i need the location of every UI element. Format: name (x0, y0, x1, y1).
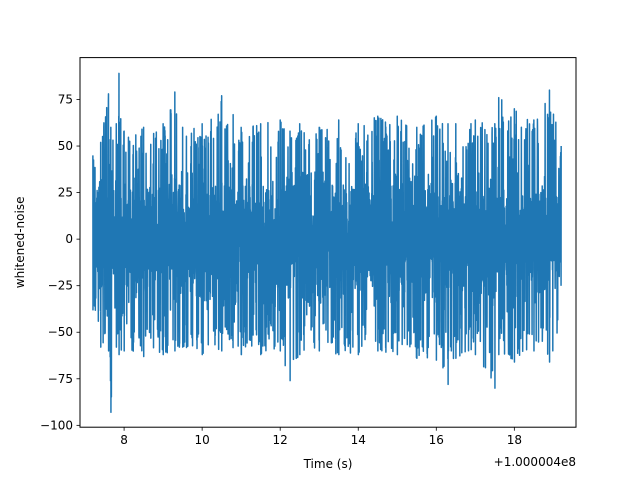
x-tick-label: 16 (429, 433, 444, 447)
series-line (92, 72, 562, 414)
y-axis-label: whitened-noise (13, 197, 27, 289)
x-tick-label: 12 (273, 433, 288, 447)
x-axis-label: Time (s) (303, 457, 353, 471)
y-tick-label: −25 (48, 279, 73, 293)
series-layer (92, 72, 562, 414)
x-offset-label: +1.000004e8 (494, 455, 576, 469)
axes-layer: 8 10 12 14 16 18 −100 −75 −50 −25 0 25 50 75 (40, 92, 522, 447)
x-tick-label: 14 (351, 433, 366, 447)
plot-frame (79, 57, 577, 428)
y-tick-label: −100 (40, 418, 73, 432)
y-tick-label: 50 (58, 139, 73, 153)
y-tick-label: −50 (48, 325, 73, 339)
y-tick-label: 0 (65, 232, 73, 246)
y-tick-label: −75 (48, 372, 73, 386)
y-tick-label: 25 (58, 186, 73, 200)
x-tick-label: 8 (120, 433, 128, 447)
x-tick-label: 18 (507, 433, 522, 447)
y-tick-label: 75 (58, 92, 73, 106)
x-tick-label: 10 (195, 433, 210, 447)
